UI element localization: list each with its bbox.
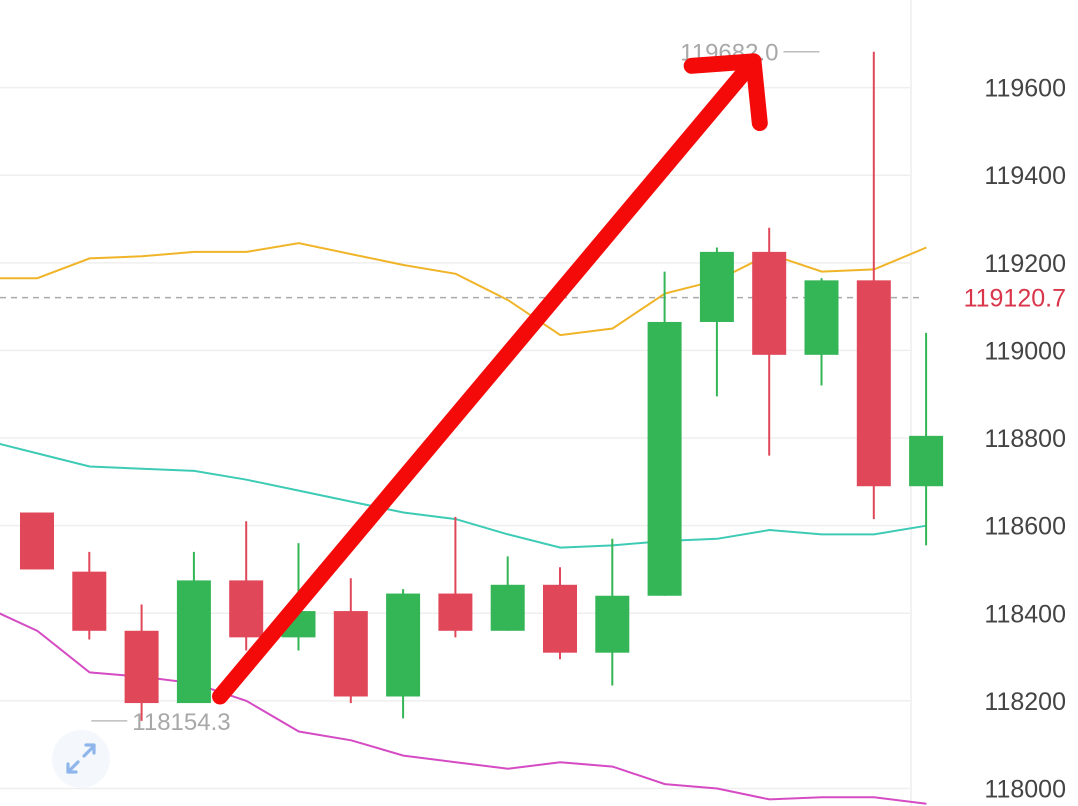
expand-button[interactable] xyxy=(52,730,110,788)
candle-body xyxy=(124,630,159,704)
candle-up[interactable] xyxy=(699,247,734,397)
candle-body xyxy=(438,593,473,631)
y-tick-label: 118400 xyxy=(984,600,1066,628)
candle-body xyxy=(229,580,264,638)
candle-up[interactable] xyxy=(490,556,525,631)
y-tick-label: 118800 xyxy=(984,425,1066,453)
candle-up[interactable] xyxy=(176,551,211,704)
candle-body xyxy=(647,321,682,596)
candle-body xyxy=(909,435,944,487)
y-tick-label: 119200 xyxy=(984,250,1066,278)
band-middle-line xyxy=(0,442,927,549)
candle-down[interactable] xyxy=(438,516,473,638)
candle-body xyxy=(386,593,421,697)
candle-body xyxy=(20,512,54,570)
candle-body xyxy=(490,584,525,631)
trend-arrow xyxy=(212,53,768,705)
candle-down[interactable] xyxy=(333,578,368,704)
current-price-label: 119120.7 xyxy=(964,285,1066,313)
candle-down[interactable] xyxy=(856,51,891,520)
candle-up[interactable] xyxy=(386,589,421,719)
y-tick-label: 118000 xyxy=(984,775,1066,803)
candle-body xyxy=(595,595,630,653)
y-tick-label: 119400 xyxy=(984,162,1066,190)
candle-body xyxy=(699,251,734,322)
y-tick-label: 119000 xyxy=(984,337,1066,365)
band-upper-line xyxy=(0,242,927,337)
expand-arrows-icon xyxy=(66,743,96,774)
candle-body xyxy=(804,280,839,355)
candle-body xyxy=(543,584,577,653)
candle-down[interactable] xyxy=(229,521,264,651)
candle-down[interactable] xyxy=(124,604,159,721)
candle-down[interactable] xyxy=(543,567,577,660)
arrow-shaft xyxy=(212,53,762,705)
y-axis: 119600 119400 119200 119000 118800 118600 1184… xyxy=(984,75,1066,804)
candle-up[interactable] xyxy=(595,538,630,686)
low-annotation-label: 118154.3 xyxy=(132,709,230,736)
candle-up[interactable] xyxy=(909,332,944,546)
candle-up[interactable] xyxy=(647,271,682,596)
candle-body xyxy=(856,280,891,487)
candle-body xyxy=(176,580,211,704)
candle-up[interactable] xyxy=(804,278,839,386)
candle-down[interactable] xyxy=(20,512,54,570)
candle-down[interactable] xyxy=(752,227,787,456)
arrow-head xyxy=(683,53,762,74)
candle-body xyxy=(72,571,107,631)
y-tick-label: 119600 xyxy=(984,75,1066,103)
candles[interactable] xyxy=(20,51,944,721)
candle-body xyxy=(333,611,368,697)
y-tick-label: 118600 xyxy=(984,513,1066,541)
candle-down[interactable] xyxy=(72,551,107,640)
arrow-head xyxy=(745,53,768,132)
y-tick-label: 118200 xyxy=(984,688,1066,716)
candle-body xyxy=(752,251,787,355)
